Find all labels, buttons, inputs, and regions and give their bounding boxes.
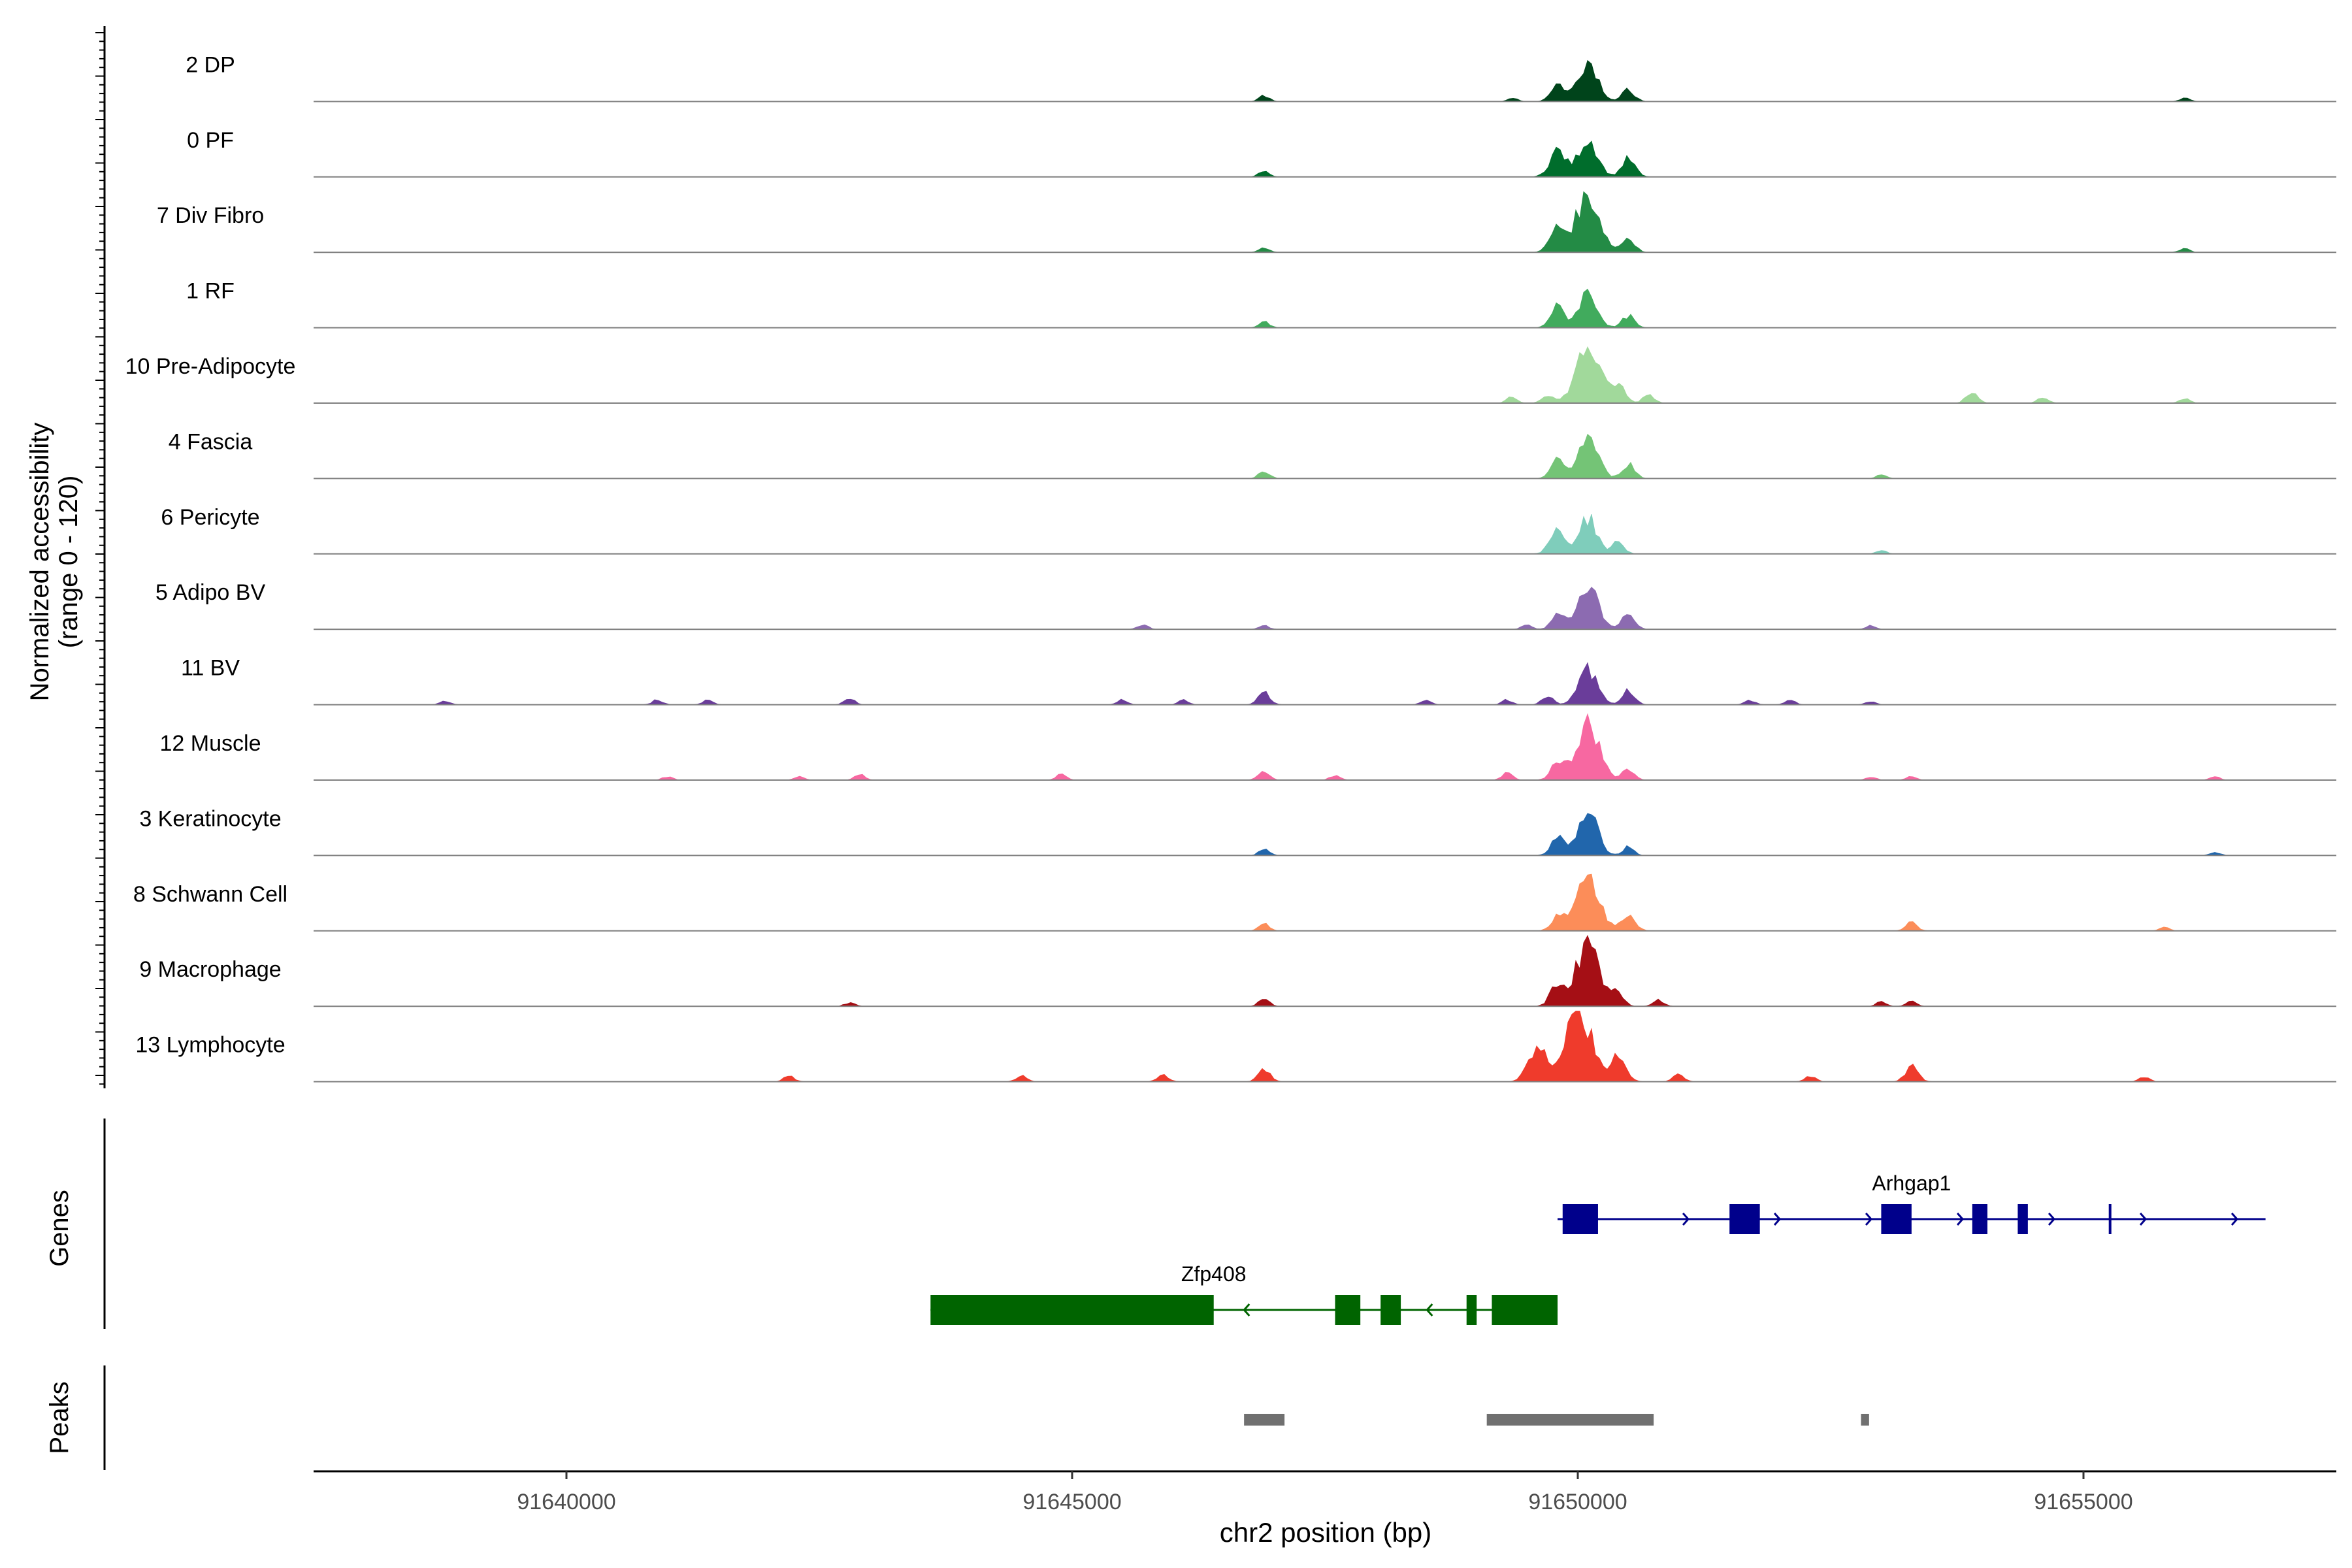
y-axis-ticks — [95, 32, 105, 1085]
track-13: 9 Macrophage — [139, 934, 2336, 1007]
track-label: 13 Lymphocyte — [135, 1033, 285, 1058]
strand-arrow — [2230, 1213, 2239, 1226]
track-label: 11 BV — [181, 656, 240, 681]
genes-panel: Arhgap1 Zfp408 — [930, 1171, 2266, 1325]
track-11: 3 Keratinocyte — [139, 806, 2336, 857]
gene-label: Arhgap1 — [1872, 1171, 1951, 1195]
coverage-area — [314, 191, 2336, 253]
track-8: 5 Adipo BV — [155, 580, 2336, 630]
coverage-area — [314, 813, 2336, 856]
track-3: 7 Div Fibro — [157, 191, 2336, 253]
coverage-area — [314, 1011, 2336, 1083]
track-10: 12 Muscle — [160, 713, 2336, 781]
gene-exon — [930, 1295, 1214, 1325]
gene-exon — [1466, 1295, 1477, 1325]
coverage-area — [314, 514, 2336, 555]
coverage-area — [314, 59, 2336, 102]
gene-exon — [2017, 1204, 2028, 1234]
track-label: 7 Div Fibro — [157, 203, 264, 228]
gene-label: Zfp408 — [1181, 1262, 1247, 1286]
x-axis-title: chr2 position (bp) — [1220, 1517, 1432, 1548]
strand-arrow — [1243, 1303, 1250, 1316]
gene-exon — [1492, 1295, 1558, 1325]
track-label: 1 RF — [186, 279, 235, 304]
y-axis-title-line1: Normalized accessibility — [25, 423, 54, 702]
track-12: 8 Schwann Cell — [133, 874, 2336, 932]
track-label: 10 Pre-Adipocyte — [125, 354, 296, 379]
strand-arrow — [1682, 1213, 1690, 1226]
track-1: 2 DP — [186, 52, 2336, 103]
gene-exon — [1380, 1295, 1401, 1325]
peak-region — [1244, 1414, 1285, 1426]
axes: 91640000 91645000 91650000 91655000 — [95, 26, 2336, 1514]
track-7: 6 Pericyte — [161, 505, 2336, 555]
x-tick-label: 91650000 — [1528, 1490, 1627, 1514]
strand-arrow — [1426, 1303, 1433, 1316]
coverage-area — [314, 346, 2336, 404]
track-label: 5 Adipo BV — [155, 580, 266, 605]
strand-arrow — [2139, 1213, 2148, 1226]
gene-exon — [1335, 1295, 1361, 1325]
peak-region — [1861, 1414, 1869, 1426]
track-label: 3 Keratinocyte — [139, 806, 281, 831]
strand-arrow — [1865, 1213, 1873, 1226]
coverage-area — [314, 713, 2336, 781]
gene-exon — [2108, 1204, 2112, 1234]
strand-arrow — [1956, 1213, 1965, 1226]
gene-arhgap1: Arhgap1 — [1558, 1171, 2266, 1234]
peaks-panel — [1244, 1414, 1869, 1426]
gene-exon — [1562, 1204, 1598, 1234]
coverage-tracks: 2 DP 0 PF 7 Div Fibro 1 RF 10 Pre-Adipocyte 4… — [125, 52, 2336, 1083]
track-9: 11 BV — [181, 656, 2336, 706]
coverage-area — [314, 288, 2336, 329]
coverage-area — [314, 140, 2336, 178]
track-5: 10 Pre-Adipocyte — [125, 346, 2336, 404]
gene-exon — [1972, 1204, 1987, 1234]
peak-region — [1486, 1414, 1654, 1426]
track-label: 4 Fascia — [169, 429, 253, 454]
coverage-area — [314, 874, 2336, 932]
gene-exon — [1729, 1204, 1760, 1234]
track-4: 1 RF — [186, 279, 2336, 329]
x-tick-label: 91640000 — [517, 1490, 615, 1514]
track-label: 2 DP — [186, 52, 235, 77]
peaks-axis-label: Peaks — [45, 1381, 74, 1454]
gene-zfp408: Zfp408 — [930, 1262, 1558, 1325]
coverage-area — [314, 587, 2336, 630]
strand-arrow — [2048, 1213, 2056, 1226]
track-6: 4 Fascia — [169, 429, 2336, 480]
track-label: 12 Muscle — [160, 731, 261, 756]
strand-arrow — [1773, 1213, 1782, 1226]
y-axis-title-line2: (range 0 - 120) — [54, 476, 83, 649]
coverage-area — [314, 433, 2336, 479]
x-tick-label: 91655000 — [2034, 1490, 2132, 1514]
x-tick-label: 91645000 — [1022, 1490, 1121, 1514]
coverage-area — [314, 662, 2336, 706]
track-label: 8 Schwann Cell — [133, 882, 287, 907]
genes-axis-label: Genes — [45, 1190, 74, 1267]
coverage-area — [314, 934, 2336, 1007]
track-label: 9 Macrophage — [139, 957, 281, 982]
track-label: 6 Pericyte — [161, 505, 259, 530]
track-14: 13 Lymphocyte — [135, 1011, 2336, 1083]
track-label: 0 PF — [187, 128, 234, 153]
track-2: 0 PF — [187, 128, 2336, 178]
gene-exon — [1881, 1204, 1912, 1234]
